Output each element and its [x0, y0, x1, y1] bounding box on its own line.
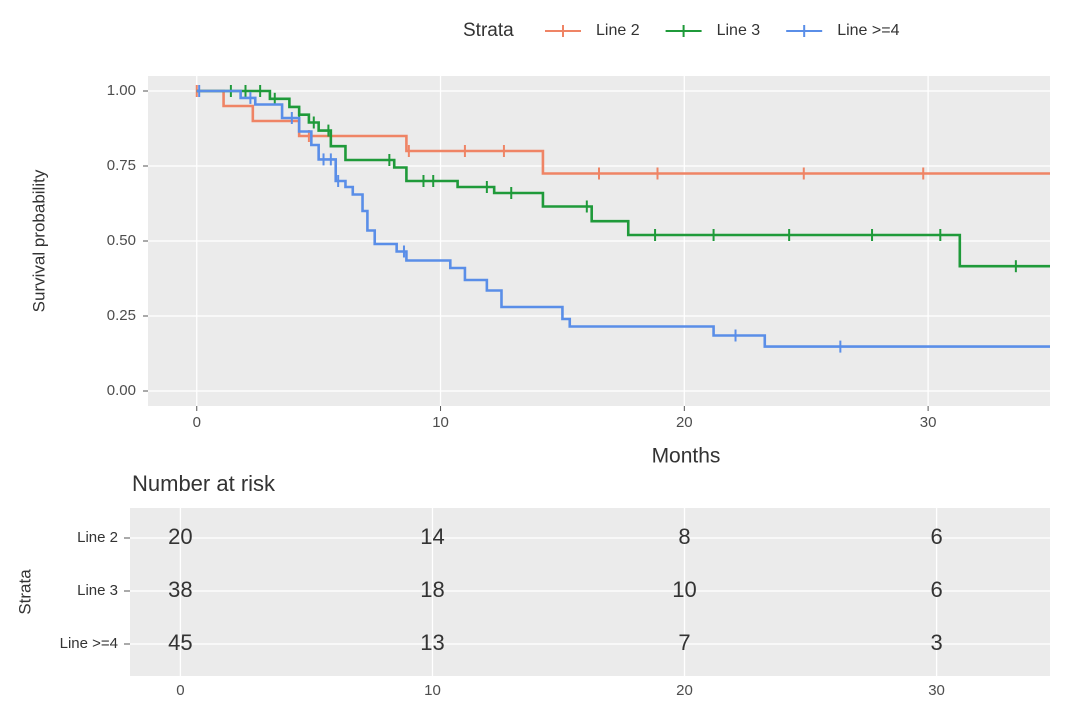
risk-count: 18 — [420, 577, 444, 602]
x-tick-label: 0 — [193, 414, 201, 431]
risk-count: 3 — [930, 630, 942, 655]
risk-count: 8 — [678, 524, 690, 549]
risk-panel — [130, 508, 1050, 676]
y-tick-label: 0.50 — [107, 232, 136, 249]
x-tick-label: 20 — [676, 414, 693, 431]
risk-count: 10 — [672, 577, 696, 602]
y-tick-label: 0.75 — [107, 157, 136, 174]
risk-count: 14 — [420, 524, 444, 549]
legend-label: Line >=4 — [837, 22, 899, 39]
risk-count: 7 — [678, 630, 690, 655]
row-label: Line 2 — [77, 529, 118, 546]
legend-label: Line 3 — [717, 22, 761, 39]
survival-curve — [196, 89, 1050, 268]
legend-key — [545, 25, 581, 37]
risk-count: 38 — [168, 577, 192, 602]
risk-y-label: Strata — [15, 569, 34, 615]
risk-count: 45 — [168, 630, 192, 655]
y-tick-label: 1.00 — [107, 82, 136, 99]
legend-title: Strata — [463, 20, 514, 41]
legend-key — [786, 25, 823, 37]
x-tick-label: 10 — [424, 682, 441, 699]
x-tick-label: 30 — [928, 682, 945, 699]
y-tick-label: 0.25 — [107, 307, 136, 324]
y-axis-label: Survival probability — [29, 169, 48, 312]
legend-label: Line 2 — [596, 22, 640, 39]
risk-count: 6 — [930, 577, 942, 602]
y-tick-label: 0.00 — [107, 382, 136, 399]
x-tick-label: 0 — [176, 682, 184, 699]
x-tick-label: 30 — [920, 414, 937, 431]
row-label: Line >=4 — [60, 635, 118, 652]
risk-title: Number at risk — [132, 471, 276, 496]
x-axis-label: Months — [652, 445, 721, 468]
risk-count: 13 — [420, 630, 444, 655]
row-label: Line 3 — [77, 582, 118, 599]
survival-curve — [196, 89, 1050, 348]
x-tick-label: 20 — [676, 682, 693, 699]
legend-key — [665, 25, 702, 37]
risk-count: 6 — [930, 524, 942, 549]
risk-count: 20 — [168, 524, 192, 549]
x-tick-label: 10 — [432, 414, 449, 431]
